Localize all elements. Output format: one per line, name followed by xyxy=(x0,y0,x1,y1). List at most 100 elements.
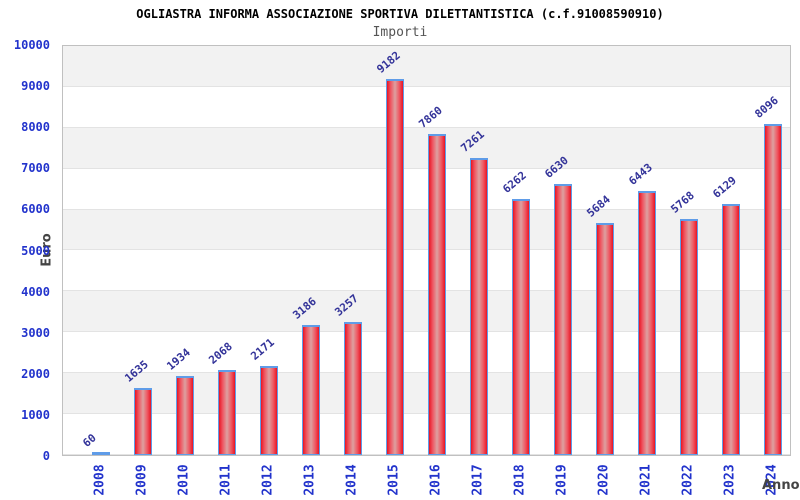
bar-value-label-2014: 3257 xyxy=(332,291,361,319)
x-axis: 2008 2009 2010 2011 2012 2013 2014 2015 2016 2017… xyxy=(62,460,791,500)
grid-band xyxy=(63,209,790,251)
bar-2016 xyxy=(428,133,446,455)
x-tick-label-2016: 2016 xyxy=(428,464,444,496)
bar-value-label-2022: 5768 xyxy=(668,188,697,216)
bar-slot-2020: 5684 xyxy=(584,46,626,455)
bar-2019 xyxy=(554,183,572,455)
bar-value-label-2024: 8096 xyxy=(752,93,781,121)
bar-value-label-2008: 60 xyxy=(80,430,99,450)
bar-2009 xyxy=(134,388,152,455)
x-tick-slot-2014: 2014 xyxy=(331,460,373,500)
bar-2018 xyxy=(512,198,530,455)
x-tick-slot-2023: 2023 xyxy=(709,460,751,500)
bar-slot-2015: 9182 xyxy=(374,46,416,455)
bar-value-label-2010: 1934 xyxy=(164,345,193,373)
x-tick-label-2012: 2012 xyxy=(260,464,276,496)
bar-2017 xyxy=(470,158,488,455)
x-tick-slot-2020: 2020 xyxy=(583,460,625,500)
bar-value-label-2011: 2068 xyxy=(206,340,235,368)
bar-value-label-2012: 2171 xyxy=(248,335,277,363)
bar-2023 xyxy=(722,204,740,455)
bar-value-label-2018: 6262 xyxy=(500,168,529,196)
grid-band xyxy=(63,87,790,128)
x-tick-slot-2015: 2015 xyxy=(373,460,415,500)
x-tick-label-2011: 2011 xyxy=(218,464,234,496)
x-tick-label-2020: 2020 xyxy=(596,464,612,496)
grid-band xyxy=(63,291,790,333)
bar-value-label-2019: 6630 xyxy=(542,153,571,181)
grid-band xyxy=(63,414,790,455)
x-tick-slot-2011: 2011 xyxy=(205,460,247,500)
y-tick-label: 1000 xyxy=(21,407,50,422)
bar-value-label-2009: 1635 xyxy=(122,357,151,385)
bar-value-label-2015: 9182 xyxy=(374,49,403,77)
y-tick-label: 6000 xyxy=(21,202,50,217)
bar-slot-2010: 1934 xyxy=(164,46,206,455)
x-tick-label-2019: 2019 xyxy=(554,464,570,496)
x-tick-label-2009: 2009 xyxy=(134,464,150,496)
x-tick-slot-2009: 2009 xyxy=(121,460,163,500)
y-tick-label: 5000 xyxy=(21,243,50,258)
bar-slot-2013: 3186 xyxy=(290,46,332,455)
x-tick-label-2017: 2017 xyxy=(470,464,486,496)
grid-band xyxy=(63,46,790,87)
chart-title: OGLIASTRA INFORMA ASSOCIAZIONE SPORTIVA … xyxy=(136,7,664,21)
grid-band xyxy=(63,169,790,210)
x-tick-slot-2018: 2018 xyxy=(499,460,541,500)
x-tick-slot-2008: 2008 xyxy=(79,460,121,500)
y-tick-label: 10000 xyxy=(13,38,50,52)
x-tick-slot-2012: 2012 xyxy=(247,460,289,500)
plot-area: 60 1635 1934 2068 2171 3186 3257 9182 7860 7261 62… xyxy=(62,45,791,456)
bar-2010 xyxy=(176,375,194,455)
x-tick-label-2023: 2023 xyxy=(722,464,738,496)
x-tick-slot-2021: 2021 xyxy=(625,460,667,500)
bar-2014 xyxy=(344,321,362,455)
bar-2012 xyxy=(260,366,278,455)
bar-slot-2024: 8096 xyxy=(752,46,794,455)
bar-slot-2021: 6443 xyxy=(626,46,668,455)
bar-slot-2016: 7860 xyxy=(416,46,458,455)
bar-2011 xyxy=(218,370,236,455)
x-tick-label-2014: 2014 xyxy=(344,464,360,496)
bar-value-label-2016: 7860 xyxy=(416,103,445,131)
bar-slot-2011: 2068 xyxy=(206,46,248,455)
x-tick-label-2013: 2013 xyxy=(302,464,318,496)
x-tick-label-2008: 2008 xyxy=(92,464,108,496)
x-axis-title: Anno xyxy=(762,478,800,493)
bar-slot-2022: 5768 xyxy=(668,46,710,455)
bar-value-label-2023: 6129 xyxy=(710,174,739,202)
x-tick-slot-2010: 2010 xyxy=(163,460,205,500)
bar-slot-2019: 6630 xyxy=(542,46,584,455)
x-tick-slot-2022: 2022 xyxy=(667,460,709,500)
grid-band xyxy=(63,251,790,292)
y-tick-label: 0 xyxy=(42,449,50,463)
bar-value-label-2017: 7261 xyxy=(458,127,487,155)
y-axis: 0 1000 2000 3000 4000 5000 6000 7000 8000 9000 100… xyxy=(0,38,56,463)
x-tick-label-2010: 2010 xyxy=(176,464,192,496)
y-tick-label: 3000 xyxy=(21,325,50,340)
bar-slot-2008: 60 xyxy=(80,46,122,455)
bar-2020 xyxy=(596,222,614,455)
grid-band xyxy=(63,332,790,374)
x-tick-slot-2017: 2017 xyxy=(457,460,499,500)
grid-band xyxy=(63,127,790,169)
x-tick-slot-2013: 2013 xyxy=(289,460,331,500)
bar-value-label-2020: 5684 xyxy=(584,192,613,220)
y-tick-label: 7000 xyxy=(21,161,50,176)
bar-slot-2023: 6129 xyxy=(710,46,752,455)
x-tick-label-2021: 2021 xyxy=(638,464,654,496)
x-tick-slot-2019: 2019 xyxy=(541,460,583,500)
bar-2021 xyxy=(638,191,656,455)
bar-value-label-2021: 6443 xyxy=(626,161,655,189)
x-tick-slot-2016: 2016 xyxy=(415,460,457,500)
x-tick-label-2018: 2018 xyxy=(512,464,528,496)
y-tick-label: 2000 xyxy=(21,366,50,381)
bar-2022 xyxy=(680,219,698,455)
x-tick-label-2022: 2022 xyxy=(680,464,696,496)
y-tick-label: 4000 xyxy=(21,284,50,299)
x-tick-label-2015: 2015 xyxy=(386,464,402,496)
y-tick-label: 8000 xyxy=(21,120,50,135)
bar-slot-2018: 6262 xyxy=(500,46,542,455)
bar-slot-2017: 7261 xyxy=(458,46,500,455)
